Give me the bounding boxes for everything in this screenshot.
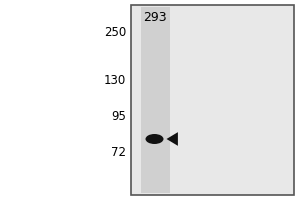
Text: 72: 72 — [111, 146, 126, 160]
Ellipse shape — [146, 134, 164, 144]
Bar — [130, 5, 294, 195]
Polygon shape — [167, 132, 178, 146]
Text: 130: 130 — [104, 74, 126, 88]
Text: 293: 293 — [143, 11, 166, 24]
Bar — [141, 7, 170, 193]
Text: 95: 95 — [111, 110, 126, 123]
Text: 250: 250 — [104, 26, 126, 40]
